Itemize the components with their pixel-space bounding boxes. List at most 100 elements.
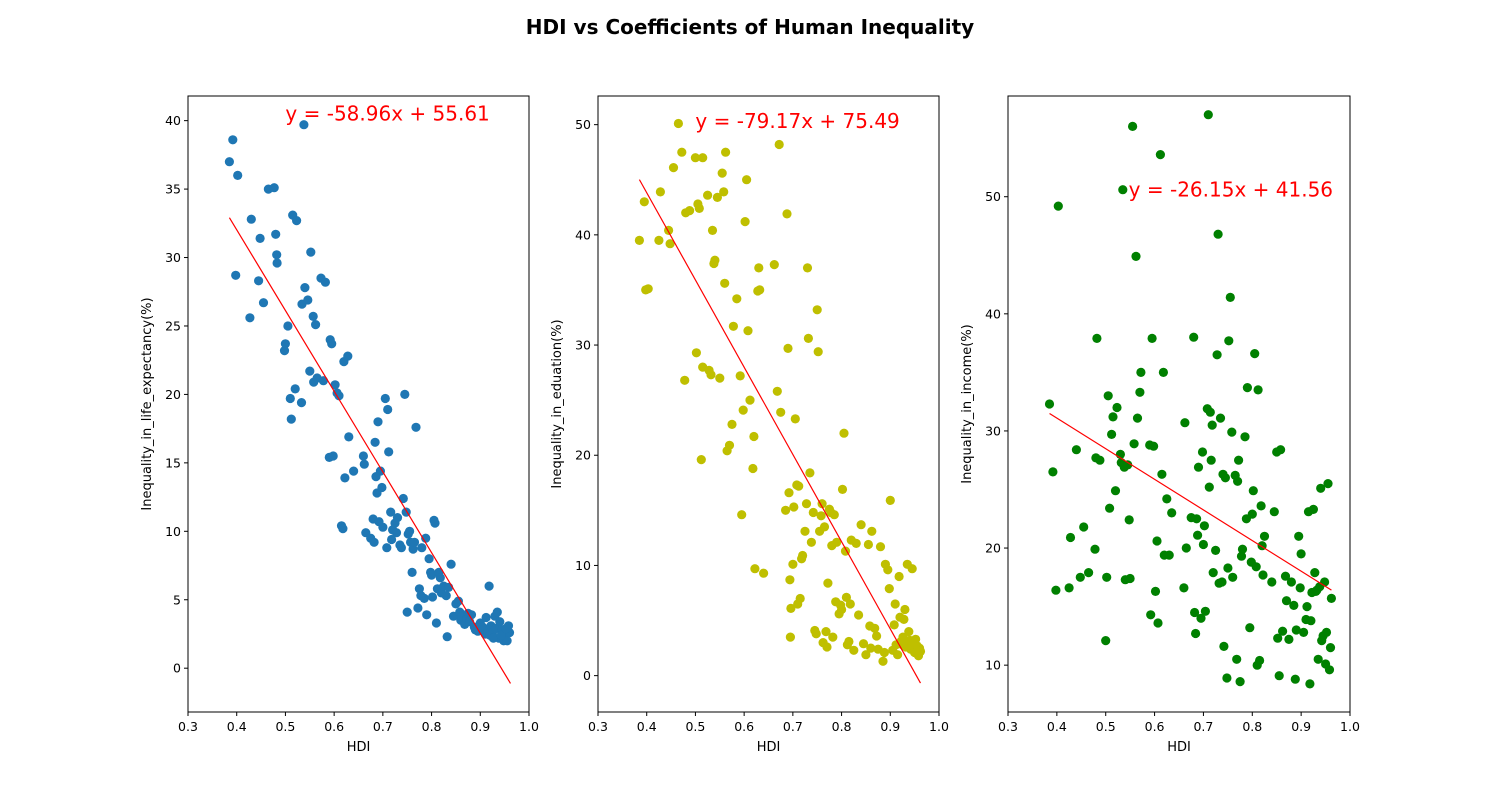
scatter-point (1196, 613, 1206, 623)
regression-line (1049, 412, 1332, 591)
scatter-point (1267, 577, 1277, 587)
scatter-point (1232, 654, 1242, 664)
scatter-point (1146, 610, 1156, 620)
scatter-point (1259, 531, 1270, 541)
scatter-point (643, 284, 653, 294)
scatter-point (858, 639, 869, 649)
x-tick-label: 1.0 (929, 719, 949, 734)
scatter-point (1219, 641, 1229, 652)
scatter-point (1124, 515, 1134, 525)
regression-equation-label: y = -26.15x + 41.56 (1129, 178, 1333, 202)
scatter-point (889, 620, 899, 630)
scatter-point (829, 510, 839, 520)
subplot-life-expectancy: 0.3 0.4 0.5 0.6 0.7 0.8 0.9 1.0 0 5 10 15 20 25 30 35 40… (140, 95, 539, 755)
scatter-point (1217, 577, 1227, 587)
scatter-point (311, 320, 321, 330)
scatter-point (442, 632, 452, 642)
y-tick-label: 35 (165, 182, 181, 197)
scatter-point (300, 283, 310, 293)
x-tick-label: 0.6 (1145, 719, 1165, 734)
scatter-point (1258, 570, 1268, 580)
scatter-point (386, 507, 396, 517)
scatter-point (1193, 530, 1203, 540)
scatter-point (272, 258, 282, 268)
scatter-point (427, 592, 438, 602)
y-tick-label: 10 (985, 658, 1001, 673)
scatter-point (805, 468, 815, 478)
scatter-point (781, 505, 791, 515)
scatter-point (254, 276, 264, 286)
scatter-point (427, 570, 437, 580)
scatter-point (790, 414, 800, 424)
scatter-point (358, 451, 368, 461)
scatter-point (673, 118, 684, 129)
regression-equation-label: y = -79.17x + 75.49 (695, 109, 899, 133)
scatter-point (431, 618, 441, 628)
scatter-point (668, 163, 679, 173)
x-tick-label: 0.7 (373, 719, 393, 734)
axes-frame (1007, 95, 1351, 713)
scatter-point (422, 610, 432, 620)
scatter-point (819, 522, 830, 532)
scatter-point (665, 239, 675, 249)
scatter-point (1064, 583, 1074, 593)
scatter-point (1123, 460, 1133, 470)
scatter-point (495, 617, 505, 627)
scatter-point (1280, 571, 1291, 581)
scatter-point (856, 520, 866, 530)
scatter-point (318, 376, 328, 386)
scatter-point (231, 270, 241, 280)
scatter-point (1192, 514, 1202, 524)
x-tick-label: 0.4 (1047, 719, 1067, 734)
scatter-point (738, 405, 748, 415)
scatter-point (327, 339, 337, 349)
scatter-point (745, 395, 755, 405)
scatter-point (1153, 618, 1163, 628)
scatter-point (246, 214, 256, 224)
scatter-point (707, 225, 718, 235)
x-tick-label: 0.5 (1096, 719, 1116, 734)
scatter-point (851, 538, 861, 549)
scatter-point (488, 633, 498, 643)
scatter-point (377, 482, 387, 493)
subplot-education: 0.3 0.4 0.5 0.6 0.7 0.8 0.9 1.0 0 10 20 30 40 50 HDI In… (550, 95, 949, 755)
scatter-point (904, 627, 914, 637)
scatter-point (303, 295, 313, 305)
scatter-point (1075, 572, 1085, 582)
scatter-point (1110, 486, 1121, 496)
scatter-point (786, 603, 796, 614)
y-tick-label: 40 (575, 227, 591, 242)
scatter-point (1269, 507, 1279, 517)
scatter-point (378, 522, 388, 532)
scatter-point (1274, 671, 1284, 681)
figure-title: HDI vs Coefficients of Human Inequality (526, 15, 974, 39)
scatter-point (349, 466, 359, 476)
scatter-point (496, 630, 506, 640)
scatter-point (359, 459, 369, 469)
scatter-point (1207, 420, 1217, 430)
scatter-point (305, 366, 315, 376)
regression-line (638, 179, 922, 684)
scatter-point (812, 305, 822, 315)
scatter-point (861, 650, 871, 660)
scatter-point (782, 209, 792, 219)
scatter-point (784, 488, 794, 498)
scatter-point (424, 554, 434, 564)
scatter-point (1181, 543, 1191, 553)
scatter-point (1286, 577, 1296, 587)
scatter-point (816, 511, 826, 521)
scatter-point (1324, 665, 1335, 675)
scatter-point (1295, 583, 1305, 593)
scatter-point (344, 432, 354, 442)
scatter-point (1308, 504, 1318, 514)
scatter-point (798, 550, 808, 561)
scatter-point (1251, 562, 1261, 572)
scatter-point (1313, 654, 1323, 664)
scatter-point (283, 321, 293, 331)
scatter-point (292, 216, 302, 226)
scatter-point (1065, 532, 1076, 543)
scatter-point (369, 537, 379, 547)
scatter-point (639, 197, 649, 207)
scatter-point (306, 247, 316, 257)
scatter-point (1273, 633, 1283, 643)
